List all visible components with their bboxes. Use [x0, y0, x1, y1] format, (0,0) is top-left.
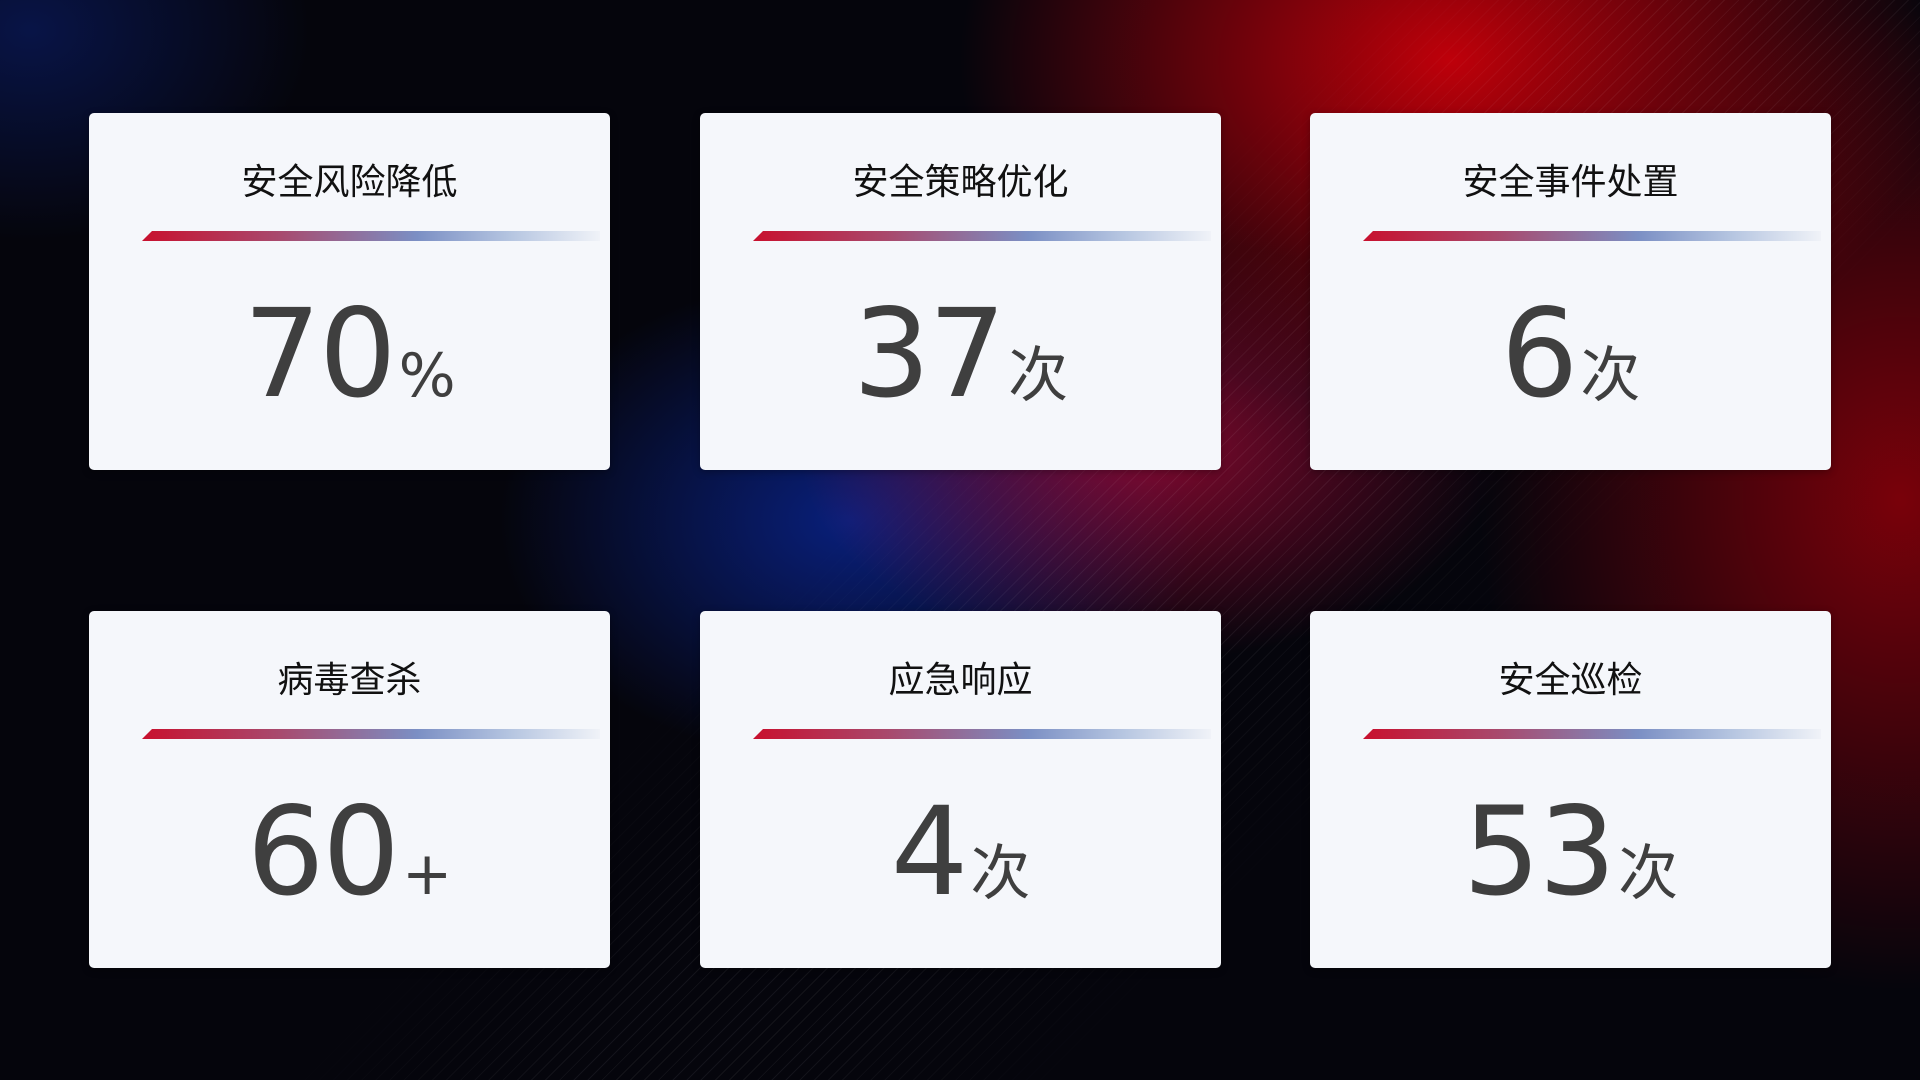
value-number: 6	[1500, 283, 1579, 425]
card-divider	[753, 729, 1211, 739]
value-number: 70	[243, 283, 396, 425]
value-unit: 次	[970, 839, 1031, 909]
card-divider	[142, 729, 600, 739]
card-value: 70%	[89, 283, 610, 425]
stat-card-security-patrol: 安全巡检 53次	[1310, 611, 1831, 968]
card-value: 4次	[700, 781, 1221, 923]
value-number: 4	[890, 781, 969, 923]
card-title: 应急响应	[888, 660, 1033, 701]
card-title: 安全巡检	[1498, 660, 1643, 701]
card-value: 53次	[1310, 781, 1831, 923]
card-value: 6次	[1310, 283, 1831, 425]
stat-card-risk-reduction: 安全风险降低 70%	[89, 113, 610, 470]
card-title: 安全风险降低	[241, 162, 458, 203]
value-unit: %	[398, 341, 456, 411]
card-title: 安全事件处置	[1462, 162, 1679, 203]
stat-card-emergency-response: 应急响应 4次	[700, 611, 1221, 968]
value-unit: +	[401, 839, 453, 909]
value-number: 60	[246, 781, 400, 923]
card-divider	[142, 231, 600, 241]
card-divider	[753, 231, 1211, 241]
stat-card-policy-optimization: 安全策略优化 37次	[700, 113, 1221, 470]
value-unit: 次	[1618, 839, 1679, 909]
value-unit: 次	[1008, 341, 1069, 411]
card-value: 37次	[700, 283, 1221, 425]
card-divider	[1363, 231, 1821, 241]
stat-card-incident-handling: 安全事件处置 6次	[1310, 113, 1831, 470]
card-title: 安全策略优化	[852, 162, 1069, 203]
card-value: 60+	[89, 781, 610, 923]
card-divider	[1363, 729, 1821, 739]
value-number: 37	[852, 283, 1006, 425]
card-title: 病毒查杀	[277, 660, 422, 701]
value-number: 53	[1462, 781, 1616, 923]
stat-card-virus-removal: 病毒查杀 60+	[89, 611, 610, 968]
value-unit: 次	[1580, 341, 1641, 411]
